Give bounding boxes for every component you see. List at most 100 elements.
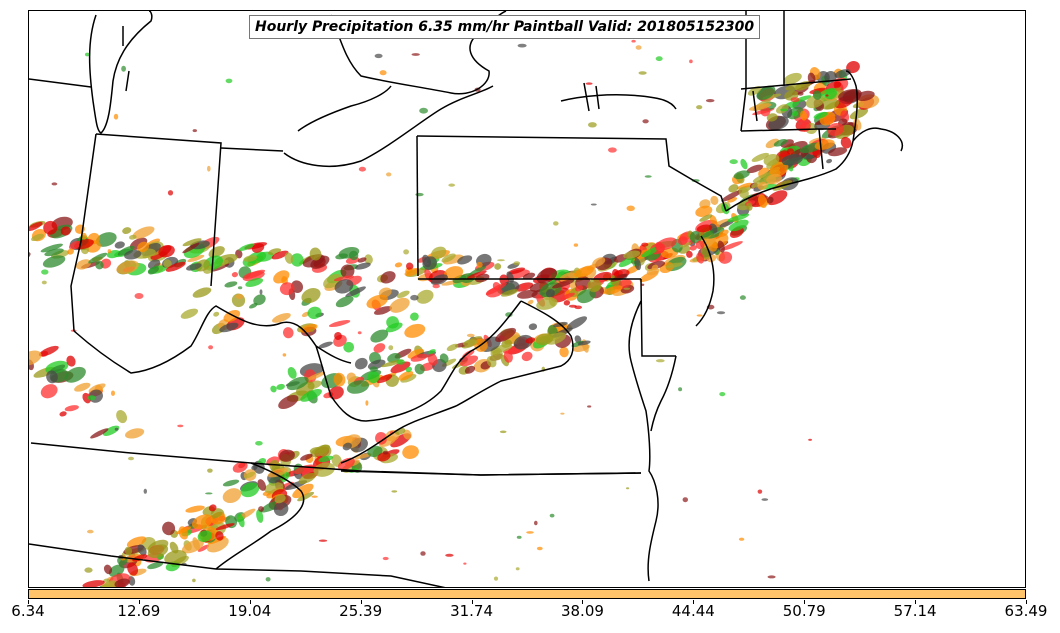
precip-blob xyxy=(696,224,713,233)
precip-cell xyxy=(51,182,58,186)
lake-erie-shore xyxy=(283,85,494,167)
precip-blob xyxy=(181,539,204,554)
precip-blob xyxy=(90,428,109,439)
colorbar-tick-mark xyxy=(915,600,917,604)
precip-cell xyxy=(84,567,93,573)
precip-cell xyxy=(719,392,726,397)
precip-blob xyxy=(355,262,371,270)
precip-blob xyxy=(334,332,342,340)
precip-cell xyxy=(282,353,287,357)
precip-blob xyxy=(577,340,591,346)
precip-cell xyxy=(696,314,703,317)
precip-cell xyxy=(635,45,642,50)
precip-cell xyxy=(357,331,362,335)
precip-blob xyxy=(178,526,189,540)
precip-blob xyxy=(215,523,235,531)
precip-blob xyxy=(376,374,393,384)
precip-cell xyxy=(114,427,119,431)
precip-blob xyxy=(46,370,58,384)
precip-blob xyxy=(838,89,860,102)
precip-blob xyxy=(158,245,175,258)
precip-blob xyxy=(334,279,354,294)
precip-cell xyxy=(420,551,426,556)
precip-blob xyxy=(271,250,289,260)
delmarva-coast xyxy=(650,355,677,432)
precip-cell xyxy=(757,489,763,494)
precip-blob xyxy=(422,254,432,268)
precip-cell xyxy=(780,108,788,112)
precip-blob xyxy=(43,220,58,235)
precip-cell xyxy=(258,506,264,512)
precip-cell xyxy=(382,556,389,561)
precip-blob xyxy=(634,258,642,271)
precip-blob xyxy=(318,444,332,458)
precip-blob xyxy=(751,152,769,162)
colorbar-tick-label: 50.79 xyxy=(782,602,826,620)
precip-blob xyxy=(812,90,822,100)
precip-blob xyxy=(464,365,476,374)
precip-blob xyxy=(442,254,464,265)
precip-blob xyxy=(769,161,789,177)
precip-blob xyxy=(563,300,571,306)
precip-blob xyxy=(44,248,64,257)
precip-blob xyxy=(459,355,479,367)
precip-cell xyxy=(128,456,134,461)
precip-blob xyxy=(182,238,202,247)
precip-blob xyxy=(346,380,370,394)
precip-blob xyxy=(127,562,139,576)
precip-cell xyxy=(825,94,829,97)
precip-blob xyxy=(164,550,187,565)
precip-blob xyxy=(231,271,238,278)
precip-cell xyxy=(553,221,559,226)
precip-blob xyxy=(64,405,79,412)
precip-blob xyxy=(50,364,66,373)
precip-cell xyxy=(497,259,505,262)
precip-cell xyxy=(318,539,328,542)
precip-blob xyxy=(346,372,357,383)
precip-blob xyxy=(306,371,326,381)
precip-blob xyxy=(807,72,816,84)
precip-cell xyxy=(419,107,428,114)
precip-blob xyxy=(655,241,665,254)
precip-blob xyxy=(287,367,297,379)
precip-cell xyxy=(403,249,409,255)
precip-cell xyxy=(797,91,804,96)
precip-cell xyxy=(642,119,649,124)
precip-cell xyxy=(87,529,94,534)
precip-cell xyxy=(411,53,420,56)
boundary-wv-va xyxy=(340,300,574,464)
precip-blob xyxy=(521,351,533,362)
precip-cell xyxy=(515,567,520,571)
precip-blob xyxy=(243,469,257,481)
precip-blob xyxy=(373,343,386,353)
precip-blob xyxy=(147,544,169,559)
precip-blob xyxy=(757,181,768,191)
colorbar-tick-mark xyxy=(138,600,140,604)
precip-blob xyxy=(307,306,322,319)
precip-blob xyxy=(59,411,67,417)
precip-blob xyxy=(192,287,212,298)
boundary-md-de xyxy=(640,278,676,357)
precip-cell xyxy=(87,395,96,401)
precip-blob xyxy=(224,281,238,288)
precip-cell xyxy=(738,537,745,541)
precip-blob xyxy=(318,341,333,349)
precip-cell xyxy=(143,488,147,494)
precip-blob xyxy=(292,483,314,499)
precip-blob xyxy=(29,350,42,366)
precip-blob xyxy=(238,243,255,252)
precip-blob xyxy=(428,349,436,355)
precip-blob xyxy=(340,264,355,279)
precip-blob xyxy=(66,355,76,367)
precip-blob xyxy=(191,514,213,530)
colorbar xyxy=(28,589,1026,599)
precip-blob xyxy=(467,270,487,279)
precip-blob xyxy=(243,255,258,262)
precip-blob xyxy=(231,293,246,308)
precip-blob xyxy=(297,491,315,502)
precip-blob xyxy=(407,348,425,359)
precip-blob xyxy=(385,322,403,333)
boundary-ohio-pa xyxy=(416,135,419,277)
precip-blob xyxy=(792,111,799,117)
lake-michigan-west xyxy=(122,26,130,92)
